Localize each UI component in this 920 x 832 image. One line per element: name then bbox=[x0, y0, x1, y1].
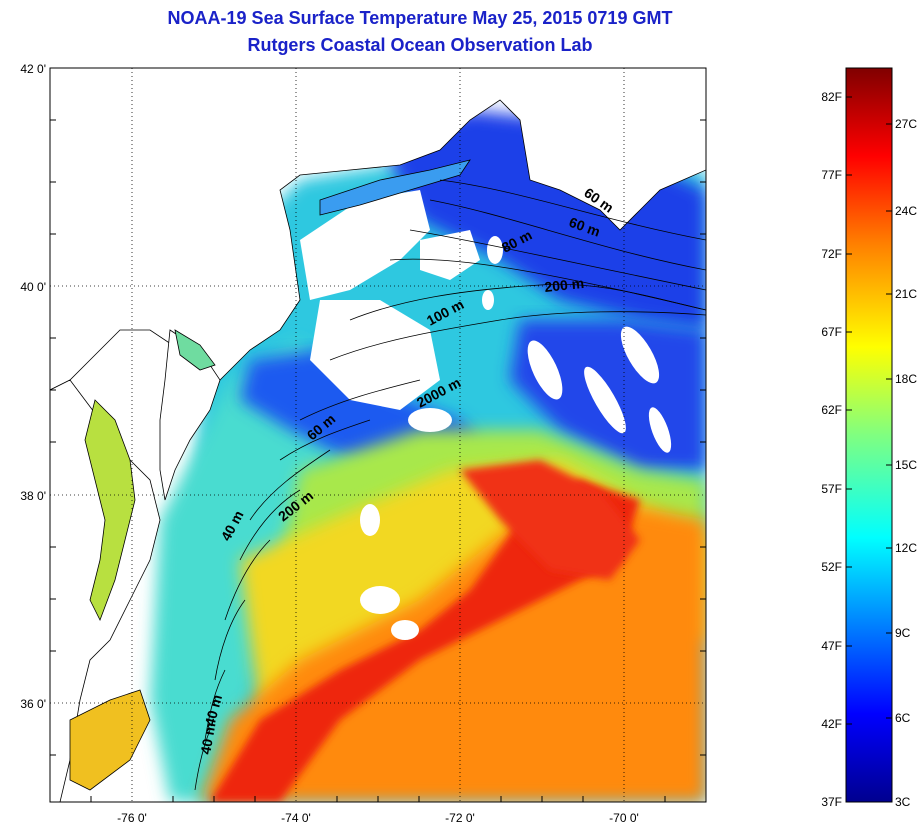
celsius-label: 24C bbox=[895, 204, 917, 218]
chesapeake-bay bbox=[84, 399, 136, 621]
lat-label: 38 0' bbox=[20, 489, 46, 503]
fahrenheit-label: 82F bbox=[821, 90, 842, 104]
fahrenheit-label: 37F bbox=[821, 795, 842, 809]
fahrenheit-label: 77F bbox=[821, 168, 842, 182]
celsius-label: 15C bbox=[895, 458, 917, 472]
celsius-label: 27C bbox=[895, 117, 917, 131]
map-ticks bbox=[50, 119, 706, 802]
fahrenheit-label: 42F bbox=[821, 717, 842, 731]
fahrenheit-label: 52F bbox=[821, 560, 842, 574]
long-island-sound bbox=[319, 159, 471, 216]
pamlico-sound bbox=[69, 689, 151, 791]
isobath-label: 40 m bbox=[201, 693, 225, 728]
celsius-label: 21C bbox=[895, 287, 917, 301]
colorbar-celsius-labels: 27C 24C 21C 18C 15C 12C 9C 6C 3C bbox=[895, 117, 917, 809]
gulf-stream-core bbox=[210, 480, 640, 802]
lon-label: -72 0' bbox=[445, 811, 475, 825]
longitude-labels: -76 0' -74 0' -72 0' -70 0' bbox=[117, 811, 639, 825]
fahrenheit-label: 62F bbox=[821, 403, 842, 417]
colorbar-ticks bbox=[846, 96, 892, 725]
delaware-bay bbox=[174, 329, 216, 371]
cloud-masks bbox=[300, 190, 672, 640]
colorbar bbox=[845, 67, 893, 803]
fahrenheit-label: 72F bbox=[821, 247, 842, 261]
celsius-label: 18C bbox=[895, 372, 917, 386]
warm-eddy bbox=[460, 460, 640, 580]
colorbar-fahrenheit-labels: 82F 77F 72F 67F 62F 57F 52F 47F 42F 37F bbox=[821, 90, 842, 809]
graticule bbox=[50, 68, 706, 802]
lat-label: 40 0' bbox=[20, 280, 46, 294]
map-title: NOAA-19 Sea Surface Temperature May 25, … bbox=[167, 8, 673, 28]
latitude-labels: 42 0' 40 0' 38 0' 36 0' bbox=[20, 62, 46, 711]
celsius-label: 12C bbox=[895, 541, 917, 555]
lon-label: -74 0' bbox=[281, 811, 311, 825]
lat-label: 36 0' bbox=[20, 697, 46, 711]
celsius-label: 9C bbox=[895, 626, 911, 640]
isobath-label: 40 m bbox=[197, 721, 218, 755]
lat-label: 42 0' bbox=[20, 62, 46, 76]
lon-label: -70 0' bbox=[609, 811, 639, 825]
map-subtitle: Rutgers Coastal Ocean Observation Lab bbox=[247, 35, 593, 55]
lon-label: -76 0' bbox=[117, 811, 147, 825]
sst-image bbox=[50, 68, 706, 802]
celsius-label: 3C bbox=[895, 795, 911, 809]
celsius-label: 6C bbox=[895, 711, 911, 725]
isobath-contours bbox=[194, 179, 706, 791]
fahrenheit-label: 67F bbox=[821, 325, 842, 339]
fahrenheit-label: 57F bbox=[821, 482, 842, 496]
fahrenheit-label: 47F bbox=[821, 639, 842, 653]
isobath-label: 200 m bbox=[544, 275, 585, 295]
